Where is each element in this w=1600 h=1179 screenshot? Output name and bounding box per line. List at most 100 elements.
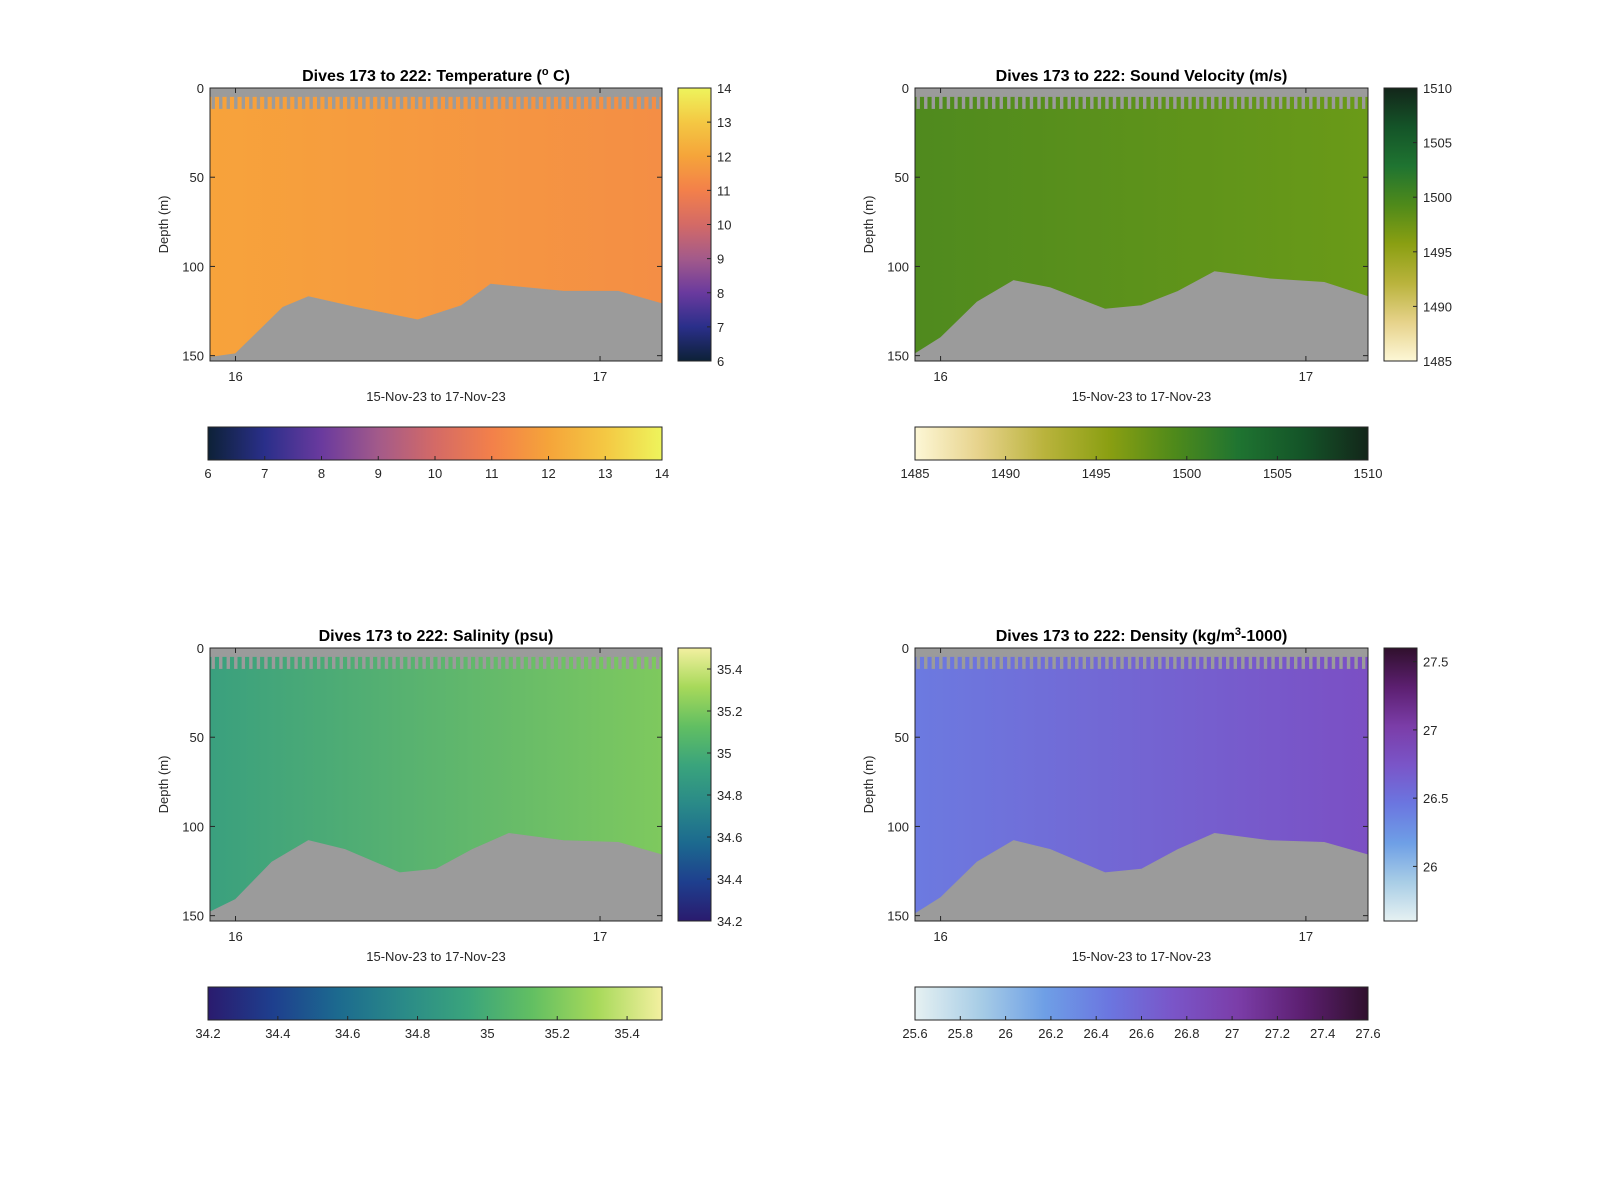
y-tick-label: 0 bbox=[902, 641, 909, 656]
y-tick-label: 50 bbox=[895, 730, 909, 745]
surface-gap-mark bbox=[316, 656, 321, 669]
surface-gap-mark bbox=[309, 656, 313, 669]
surface-gap-mark bbox=[924, 96, 928, 109]
surface-gap-mark bbox=[648, 656, 652, 669]
surface-gap-mark bbox=[954, 96, 958, 109]
surface-gap-mark bbox=[422, 96, 426, 109]
x-tick-label: 16 bbox=[933, 929, 947, 944]
y-tick-label: 50 bbox=[895, 170, 909, 185]
colorbar-tick-label: 13 bbox=[717, 115, 731, 130]
surface-gap-mark bbox=[369, 96, 374, 109]
water-column-field bbox=[210, 656, 662, 913]
y-tick-label: 150 bbox=[182, 349, 204, 364]
surface-gap-mark bbox=[1361, 656, 1366, 669]
surface-gap-mark bbox=[535, 96, 539, 109]
surface-gap-mark bbox=[1067, 656, 1071, 669]
surface-gap-mark bbox=[505, 96, 509, 109]
colorbar-tick-label: 26.4 bbox=[1084, 1026, 1109, 1041]
y-tick-label: 100 bbox=[887, 259, 909, 274]
surface-gap-mark bbox=[286, 656, 291, 669]
surface-gap-mark bbox=[226, 656, 230, 669]
surface-gap-mark bbox=[467, 96, 472, 109]
surface-gap-mark bbox=[931, 656, 936, 669]
colorbar-tick-label: 14 bbox=[717, 81, 731, 96]
vertical-colorbar bbox=[677, 647, 712, 922]
colorbar-tick-label: 34.6 bbox=[335, 1026, 360, 1041]
surface-gap-mark bbox=[211, 96, 215, 109]
x-axis-label: 15-Nov-23 to 17-Nov-23 bbox=[1072, 949, 1211, 964]
surface-gap-mark bbox=[648, 96, 652, 109]
chart-panel-2: 0 50 100 150 16 17 15-Nov-23 to 17-Nov-23 Depth… bbox=[861, 68, 1452, 481]
surface-gap-mark bbox=[437, 656, 441, 669]
surface-gap-mark bbox=[414, 656, 419, 669]
surface-gap-mark bbox=[916, 96, 920, 109]
title-part: Dives 173 to 222: Sound Velocity (m/s) bbox=[996, 68, 1288, 85]
colorbar-tick-label: 26 bbox=[1423, 859, 1437, 874]
surface-gap-mark bbox=[1143, 656, 1147, 669]
x-tick-label: 17 bbox=[1299, 929, 1313, 944]
colorbar-tick-label: 27.6 bbox=[1355, 1026, 1380, 1041]
surface-gap-mark bbox=[234, 96, 238, 109]
colorbar-tick-label: 9 bbox=[717, 252, 724, 267]
y-tick-label: 100 bbox=[182, 819, 204, 834]
seafloor-profile bbox=[914, 833, 1369, 915]
vertical-colorbar bbox=[1383, 647, 1418, 922]
surface-gap-mark bbox=[294, 656, 298, 669]
colorbar-tick-label: 6 bbox=[204, 466, 211, 481]
surface-gap-mark bbox=[264, 656, 268, 669]
surface-gap-mark bbox=[347, 656, 351, 669]
surface-gap-mark bbox=[234, 656, 238, 669]
colorbar-tick-label: 12 bbox=[717, 149, 731, 164]
colorbar-tick-label: 27.2 bbox=[1265, 1026, 1290, 1041]
surface-gap-marks bbox=[211, 96, 660, 109]
surface-gap-mark bbox=[384, 656, 389, 669]
colorbar-tick-label: 35.2 bbox=[545, 1026, 570, 1041]
y-axis-label: Depth (m) bbox=[861, 196, 876, 254]
surface-gap-mark bbox=[1180, 96, 1185, 109]
surface-gap-mark bbox=[1044, 656, 1049, 669]
y-tick-label: 150 bbox=[887, 909, 909, 924]
surface-gap-mark bbox=[1263, 96, 1268, 109]
colorbar-tick-label: 10 bbox=[428, 466, 442, 481]
surface-gap-mark bbox=[618, 96, 622, 109]
colorbar-tick-label: 34.4 bbox=[717, 872, 742, 887]
surface-gap-mark bbox=[354, 656, 359, 669]
colorbar-tick-label: 1510 bbox=[1354, 466, 1383, 481]
surface-gap-mark bbox=[1007, 656, 1011, 669]
x-tick-label: 17 bbox=[1299, 369, 1313, 384]
surface-gap-mark bbox=[580, 96, 585, 109]
surface-gap-mark bbox=[550, 656, 554, 669]
y-tick-label: 150 bbox=[887, 349, 909, 364]
surface-gap-mark bbox=[565, 656, 569, 669]
colorbar-tick-label: 1500 bbox=[1423, 190, 1452, 205]
surface-gap-mark bbox=[377, 96, 381, 109]
surface-gap-mark bbox=[1059, 96, 1064, 109]
surface-gap-mark bbox=[482, 96, 487, 109]
surface-gap-mark bbox=[1029, 656, 1034, 669]
surface-gap-mark bbox=[946, 96, 951, 109]
surface-gap-mark bbox=[1052, 96, 1056, 109]
surface-gap-mark bbox=[1014, 96, 1019, 109]
surface-gap-mark bbox=[1226, 96, 1230, 109]
surface-gap-mark bbox=[1286, 656, 1290, 669]
surface-gap-mark bbox=[271, 656, 276, 669]
colorbar-tick-label: 1490 bbox=[1423, 299, 1452, 314]
surface-gap-mark bbox=[279, 656, 283, 669]
water-column-field bbox=[915, 96, 1368, 354]
title-part: Dives 173 to 222: Density (kg/m bbox=[996, 628, 1235, 645]
surface-gap-mark bbox=[1203, 96, 1207, 109]
surface-gap-mark bbox=[249, 656, 253, 669]
y-axis-label: Depth (m) bbox=[156, 756, 171, 814]
colorbar-tick-label: 1495 bbox=[1082, 466, 1111, 481]
surface-gap-mark bbox=[1143, 96, 1147, 109]
surface-gap-mark bbox=[618, 656, 622, 669]
surface-gap-mark bbox=[1286, 96, 1290, 109]
vertical-colorbar bbox=[677, 87, 712, 362]
surface-gap-mark bbox=[219, 96, 223, 109]
surface-gap-mark bbox=[1173, 656, 1177, 669]
surface-gap-mark bbox=[1165, 656, 1170, 669]
chart-title: Dives 173 to 222: Density (kg/m3-1000) bbox=[996, 626, 1288, 645]
colorbar-tick-label: 8 bbox=[318, 466, 325, 481]
colorbar-tick-label: 14 bbox=[655, 466, 669, 481]
surface-gap-mark bbox=[1210, 96, 1215, 109]
